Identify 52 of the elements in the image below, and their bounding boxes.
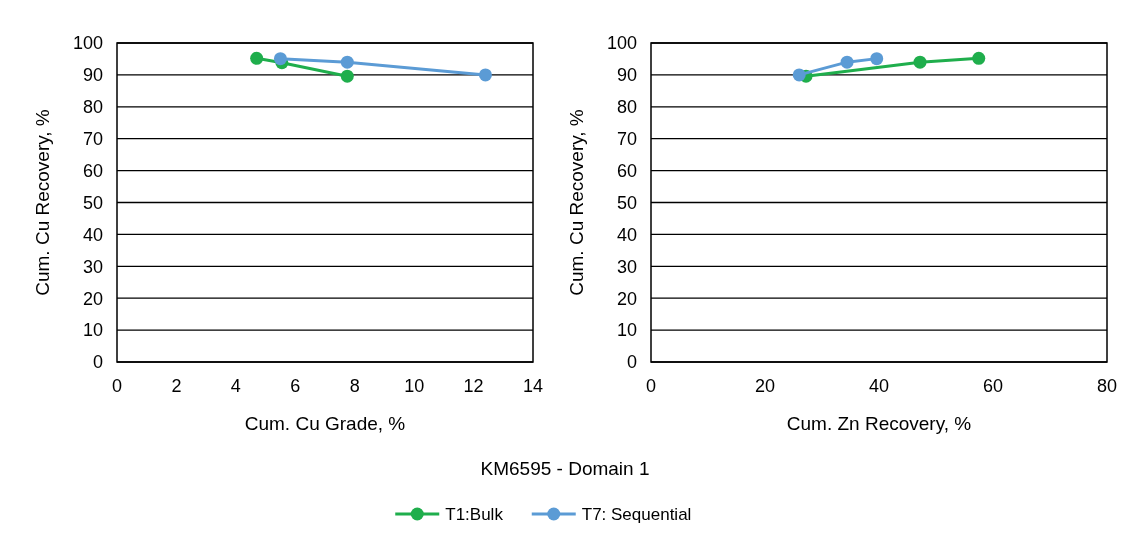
point xyxy=(340,69,354,83)
y-tick-label: 0 xyxy=(92,352,103,373)
point xyxy=(792,68,806,82)
y-tick-label: 10 xyxy=(82,320,103,341)
y-tick-label: 60 xyxy=(616,160,637,181)
y-tick-label: 0 xyxy=(626,352,637,373)
y-tick-label: 30 xyxy=(616,256,637,277)
x-tick-label: 12 xyxy=(463,376,484,396)
x-tick-label: 0 xyxy=(645,376,657,396)
y-tick-label: 60 xyxy=(82,160,103,181)
y-tick-label: 100 xyxy=(72,33,103,54)
y-tick-label: 70 xyxy=(616,129,637,149)
legend-label: T1:Bulk xyxy=(445,504,504,524)
x-tick-label: 80 xyxy=(1096,376,1118,396)
legend-label: T7: Sequential xyxy=(581,504,692,524)
text: KM6595 - Domain 1 xyxy=(480,458,650,479)
point xyxy=(972,51,986,65)
y-tick-label: 40 xyxy=(82,224,103,245)
y-tick-label: 10 xyxy=(616,320,637,341)
x-axis-title: Cum. Cu Grade, % xyxy=(244,413,406,434)
x-tick-label: 20 xyxy=(754,376,776,396)
y-tick-label: 70 xyxy=(82,129,103,149)
y-tick-label: 30 xyxy=(82,256,103,277)
point xyxy=(870,52,884,66)
x-axis-title: Cum. Zn Recovery, % xyxy=(786,413,972,434)
y-tick-label: 90 xyxy=(82,65,103,86)
y-tick-label: 20 xyxy=(616,288,637,309)
x-tick-label: 4 xyxy=(230,376,241,396)
point xyxy=(478,68,492,82)
x-tick-label: 2 xyxy=(171,376,182,396)
x-tick-label: 60 xyxy=(982,376,1004,396)
x-tick-label: 14 xyxy=(522,376,544,396)
point xyxy=(840,55,854,69)
y-tick-label: 100 xyxy=(606,33,637,54)
x-tick-label: 6 xyxy=(290,376,301,396)
point xyxy=(273,52,287,66)
point xyxy=(913,55,927,69)
point xyxy=(250,51,264,65)
y-axis-title: Cum. Cu Recovery, % xyxy=(32,109,53,296)
y-tick-label: 80 xyxy=(82,97,103,118)
x-tick-label: 0 xyxy=(111,376,123,396)
point xyxy=(340,55,354,69)
y-tick-label: 20 xyxy=(82,288,103,309)
y-tick-label: 50 xyxy=(616,192,637,213)
y-axis-title: Cum. Cu Recovery, % xyxy=(566,109,587,296)
y-tick-label: 50 xyxy=(82,192,103,213)
x-tick-label: 10 xyxy=(404,376,425,396)
y-tick-label: 40 xyxy=(616,224,637,245)
x-tick-label: 40 xyxy=(868,376,890,396)
y-tick-label: 80 xyxy=(616,97,637,118)
y-tick-label: 90 xyxy=(616,65,637,86)
x-tick-label: 8 xyxy=(349,376,360,396)
